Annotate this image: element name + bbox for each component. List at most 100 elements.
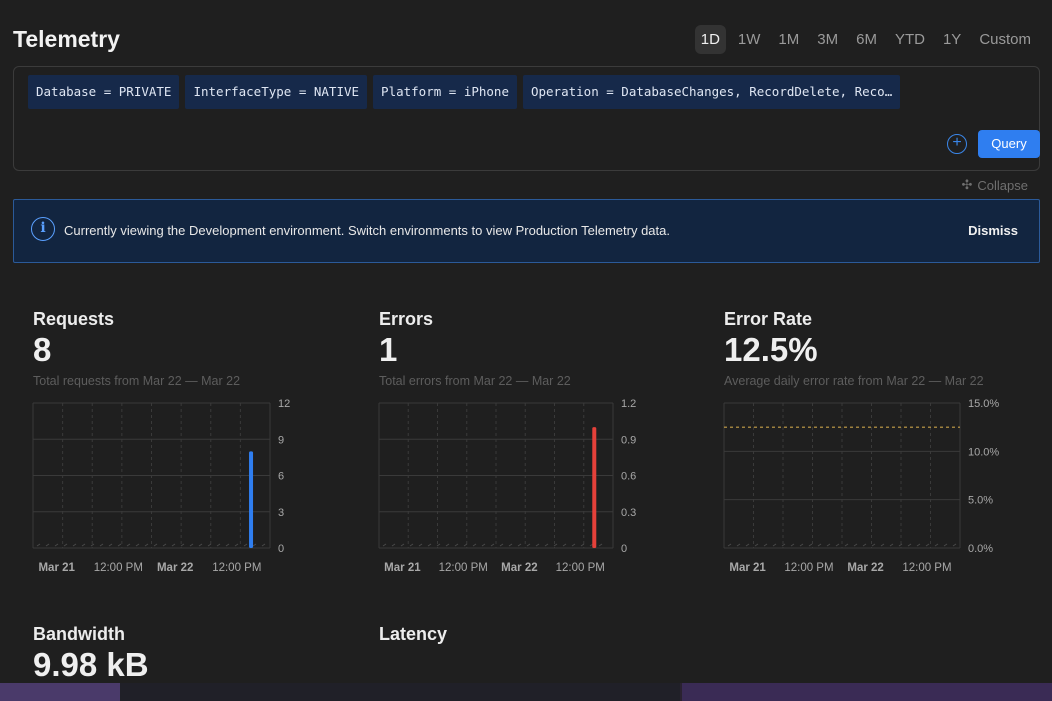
baseline-tick: [436, 543, 441, 547]
y-tick-label: 0: [621, 543, 627, 555]
metric-subtitle: Total errors from Mar 22 — Mar 22: [379, 374, 571, 388]
x-tick-label: 12:00 PM: [902, 562, 951, 574]
metric-title: Bandwidth: [33, 624, 125, 644]
tab-1m[interactable]: 1M: [778, 31, 800, 48]
x-tick-label: 12:00 PM: [94, 562, 143, 574]
baseline-tick: [916, 543, 921, 547]
tab-6m[interactable]: 6M: [856, 31, 877, 48]
baseline-tick: [472, 543, 477, 547]
baseline-tick: [162, 543, 167, 547]
y-tick-label: 0.6: [621, 471, 636, 483]
x-tick-label: Mar 21: [38, 562, 75, 574]
baseline-tick: [562, 543, 567, 547]
requests-metric: Requests 8 Total requests from Mar 22 — …: [33, 309, 240, 388]
baseline-tick: [898, 543, 903, 547]
x-tick-label: 12:00 PM: [784, 562, 833, 574]
baseline-tick: [243, 543, 248, 547]
baseline-tick: [889, 543, 894, 547]
requests-chart: 12 9 6 3 0 Mar 21 12:00 PM Mar 22 12:00 PM: [32, 398, 290, 574]
baseline-tick: [252, 543, 257, 547]
baseline-tick: [799, 543, 804, 547]
y-tick-label: 10.0%: [968, 446, 999, 458]
errors-chart: 1.2 0.9 0.6 0.3 0 Mar 21 12:00 PM Mar 22 12:00 P…: [378, 398, 636, 574]
filter-chips: Database = PRIVATE InterfaceType = NATIV…: [28, 75, 906, 109]
baseline-tick: [153, 543, 158, 547]
baseline-tick: [880, 543, 885, 547]
dismiss-button[interactable]: Dismiss: [968, 223, 1018, 238]
bandwidth-metric: Bandwidth 9.98 kB: [33, 624, 149, 684]
baseline-tick: [781, 543, 786, 547]
baseline-tick: [445, 543, 450, 547]
taskbar-window-strip: [120, 683, 680, 701]
filter-chip-database[interactable]: Database = PRIVATE: [28, 75, 180, 109]
taskbar-wallpaper-strip: [682, 683, 1052, 701]
baseline-tick: [198, 543, 203, 547]
metric-subtitle: Average daily error rate from Mar 22 — M…: [724, 374, 984, 388]
y-tick-label: 5.0%: [968, 495, 993, 507]
baseline-tick: [234, 543, 239, 547]
plus-circle-icon[interactable]: +: [947, 134, 967, 154]
tab-1y[interactable]: 1Y: [942, 31, 962, 48]
baseline-tick: [108, 543, 113, 547]
baseline-tick: [817, 543, 822, 547]
baseline-tick: [871, 543, 876, 547]
time-range-tabs: 1D 1W 1M 3M 6M YTD 1Y Custom: [689, 24, 1037, 55]
baseline-tick: [826, 543, 831, 547]
latency-metric: Latency: [379, 624, 447, 645]
x-tick-label: 12:00 PM: [556, 562, 605, 574]
baseline-tick: [481, 543, 486, 547]
baseline-tick: [391, 543, 396, 547]
baseline-tick: [144, 543, 149, 547]
y-tick-label: 12: [278, 398, 290, 410]
baseline-tick: [63, 543, 68, 547]
baseline-tick: [853, 543, 858, 547]
baseline-tick: [844, 543, 849, 547]
filter-editor[interactable]: Database = PRIVATE InterfaceType = NATIV…: [13, 66, 1040, 171]
tab-1d[interactable]: 1D: [694, 25, 726, 54]
filter-chip-operation[interactable]: Operation = DatabaseChanges, RecordDelet…: [522, 75, 901, 109]
y-tick-label: 15.0%: [968, 398, 999, 410]
metric-title: Latency: [379, 624, 448, 644]
tab-3m[interactable]: 3M: [817, 31, 839, 48]
tab-1w[interactable]: 1W: [737, 31, 761, 48]
baseline-tick: [171, 543, 176, 547]
baseline-tick: [754, 543, 759, 547]
baseline-tick: [225, 543, 230, 547]
environment-banner: i Currently viewing the Development envi…: [13, 199, 1040, 263]
baseline-tick: [907, 543, 912, 547]
filter-chip-platform[interactable]: Platform = iPhone: [373, 75, 517, 109]
baseline-tick: [952, 543, 957, 547]
baseline-tick: [45, 543, 50, 547]
y-tick-label: 0.3: [621, 507, 636, 519]
baseline-tick: [72, 543, 77, 547]
baseline-tick: [54, 543, 59, 547]
query-button[interactable]: Query: [978, 130, 1040, 158]
tab-ytd[interactable]: YTD: [894, 31, 925, 48]
y-tick-label: 1.2: [621, 398, 636, 410]
y-tick-label: 0: [278, 543, 284, 555]
baseline-tick: [207, 543, 212, 547]
banner-message: Currently viewing the Development enviro…: [64, 223, 670, 238]
baseline-tick: [835, 543, 840, 547]
baseline-tick: [808, 543, 813, 547]
baseline-tick: [189, 543, 194, 547]
baseline-tick: [580, 543, 585, 547]
baseline-tick: [400, 543, 405, 547]
data-bar: [592, 427, 597, 548]
baseline-tick: [382, 543, 387, 547]
collapse-button[interactable]: ✣ Collapse: [962, 177, 1029, 193]
baseline-tick: [418, 543, 423, 547]
x-tick-label: Mar 22: [847, 562, 883, 574]
baseline-tick: [571, 543, 576, 547]
filter-chip-interface-type[interactable]: InterfaceType = NATIVE: [185, 75, 368, 109]
x-tick-label: Mar 22: [157, 562, 193, 574]
metric-value: 12.5%: [724, 331, 818, 368]
baseline-tick: [862, 543, 867, 547]
metric-title: Errors: [379, 309, 434, 329]
baseline-tick: [526, 543, 531, 547]
tab-custom[interactable]: Custom: [979, 31, 1031, 48]
baseline-tick: [544, 543, 549, 547]
error-rate-chart: 15.0% 10.0% 5.0% 0.0% Mar 21 12:00 PM Mar 22 12…: [723, 398, 999, 574]
x-tick-label: Mar 21: [384, 562, 421, 574]
